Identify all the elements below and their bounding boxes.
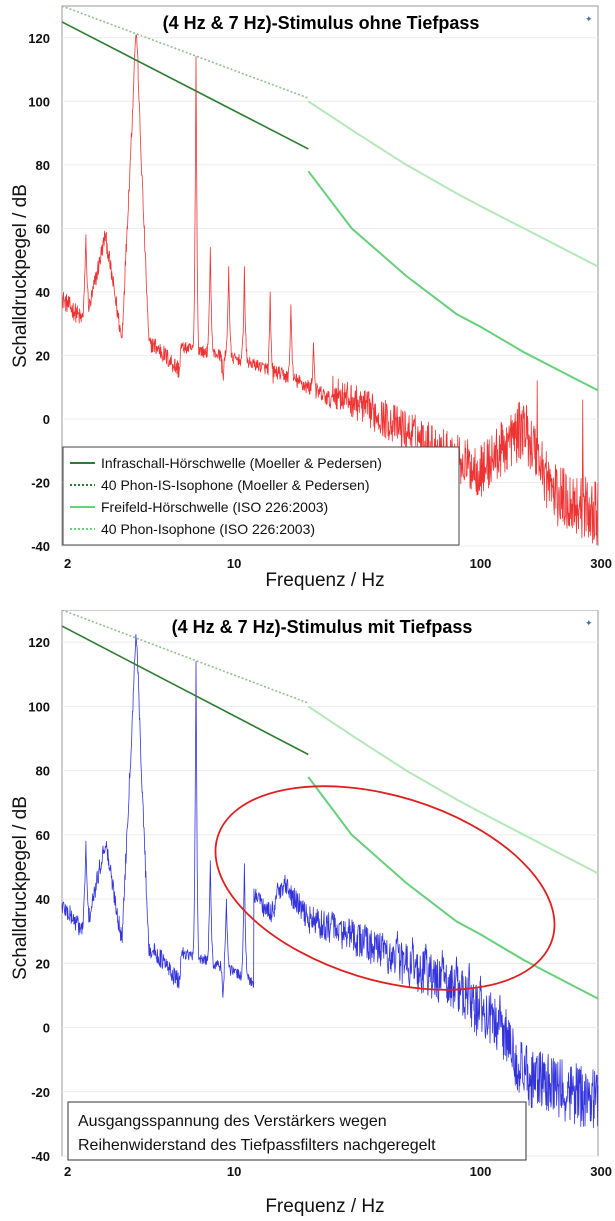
title-box: [142, 8, 500, 36]
freifeld-isophone-line: [307, 705, 599, 875]
y-tick-label: 120: [28, 31, 50, 46]
annotation-line-2: Reihenwiderstand des Tiefpassfilters nac…: [78, 1137, 436, 1154]
y-tick-label: 0: [43, 1021, 50, 1036]
plot-area: [61, 610, 599, 1157]
infraschall-threshold-line: [61, 625, 309, 756]
freifeld-threshold-line: [307, 170, 599, 392]
x-ticks: 2 10 100 300: [64, 556, 612, 571]
legend-item-3: Freifeld-Hörschwelle (ISO 226:2003): [101, 499, 328, 515]
curves: [61, 5, 599, 546]
y-tick-label: 100: [28, 699, 50, 714]
y-axis-label: Schalldruckpegel / dB: [10, 184, 31, 368]
y-tick-label: 120: [28, 635, 50, 650]
y-tick-label: 60: [36, 221, 50, 236]
x-tick-label: 100: [470, 1164, 492, 1179]
legend-item-4: 40 Phon-Isophone (ISO 226:2003): [101, 521, 315, 537]
x-ticks: 2 10 100 300: [64, 1164, 612, 1179]
x-tick-label: 2: [64, 556, 71, 571]
y-tick-label: 80: [36, 158, 50, 173]
x-tick-label: 10: [227, 556, 241, 571]
y-tick-label: -40: [31, 1149, 50, 1164]
annotation: Ausgangsspannung des Verstärkers wegen R…: [67, 1101, 527, 1161]
y-tick-label: -40: [31, 539, 50, 554]
y-tick-label: 40: [36, 892, 50, 907]
legend-item-2: 40 Phon-IS-Isophone (Moeller & Pedersen): [101, 477, 369, 493]
title-box: [148, 612, 496, 640]
corner-icon: ✦: [585, 15, 593, 25]
y-ticks: -40 -20 0 20 40 60 80 100 120: [28, 31, 50, 554]
infraschall-threshold-line: [61, 21, 309, 150]
y-ticks: -40 -20 0 20 40 60 80 100 120: [28, 635, 50, 1164]
x-tick-label: 2: [64, 1164, 71, 1179]
y-tick-label: 20: [36, 956, 50, 971]
x-tick-label: 10: [227, 1164, 241, 1179]
freifeld-isophone-line: [307, 100, 599, 268]
chart-title: (4 Hz & 7 Hz)-Stimulus mit Tiefpass: [172, 617, 473, 637]
spectrum-blue: [61, 634, 599, 1129]
chart-top: -40 -20 0 20 40 60 80 100 120 2 10 100 300 (4 Hz & …: [10, 5, 612, 591]
highlight-ellipse: [214, 785, 556, 991]
y-tick-label: 80: [36, 764, 50, 779]
annotation-line-1: Ausgangsspannung des Verstärkers wegen: [78, 1113, 387, 1130]
spectrum-red: [61, 34, 599, 546]
y-tick-label: 40: [36, 285, 50, 300]
annotation-box: [67, 1101, 527, 1161]
y-tick-label: -20: [31, 1085, 50, 1100]
y-tick-label: 100: [28, 94, 50, 109]
x-tick-label: 300: [590, 556, 612, 571]
y-tick-label: 20: [36, 348, 50, 363]
chart-bottom: -40 -20 0 20 40 60 80 100 120 2 10 100 300 (4 Hz & …: [10, 610, 612, 1217]
freifeld-threshold-line: [307, 776, 599, 1000]
y-tick-label: -20: [31, 475, 50, 490]
y-tick-label: 0: [43, 412, 50, 427]
corner-icon: ✦: [585, 619, 593, 629]
legend-item-1: Infraschall-Hörschwelle (Moeller & Peder…: [101, 455, 382, 471]
x-axis-label: Frequenz / Hz: [265, 570, 384, 591]
x-axis-label: Frequenz / Hz: [265, 1196, 384, 1217]
y-axis-label: Schalldruckpegel / dB: [10, 796, 31, 980]
y-tick-label: 60: [36, 828, 50, 843]
chart-title: (4 Hz & 7 Hz)-Stimulus ohne Tiefpass: [163, 13, 480, 33]
x-tick-label: 300: [590, 1164, 612, 1179]
legend-box: [62, 446, 460, 546]
x-tick-label: 100: [470, 556, 492, 571]
curves: [61, 610, 599, 1129]
legend: Infraschall-Hörschwelle (Moeller & Peder…: [62, 446, 460, 546]
